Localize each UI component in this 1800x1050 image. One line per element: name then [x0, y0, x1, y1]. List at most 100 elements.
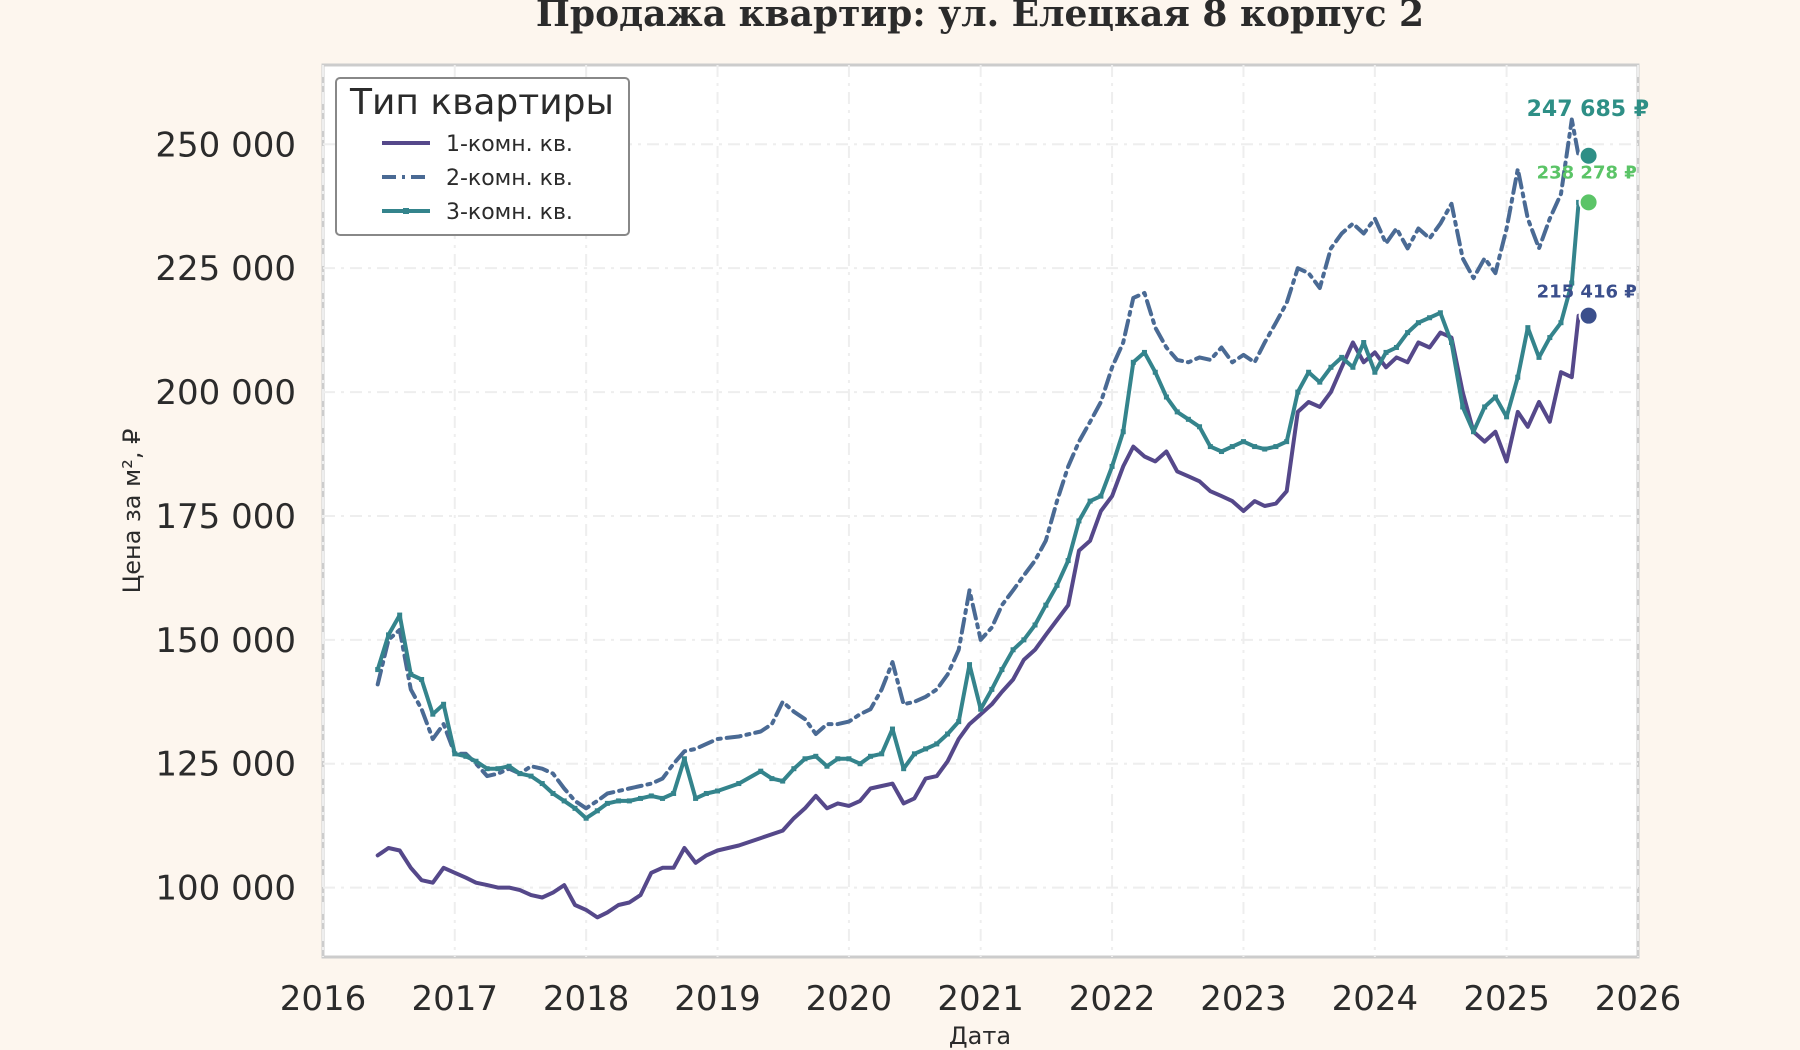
series-marker-3 — [857, 761, 863, 767]
series-marker-3 — [1219, 449, 1225, 455]
series-marker-3 — [1076, 518, 1082, 524]
series-marker-3 — [1240, 439, 1246, 445]
series-marker-3 — [879, 751, 885, 757]
endpoint-marker-3 — [1578, 192, 1599, 213]
series-marker-3 — [901, 766, 907, 772]
legend-label-3: 3-комн. кв. — [446, 200, 573, 225]
series-marker-3 — [1207, 444, 1213, 450]
series-marker-3 — [638, 795, 644, 801]
series-marker-3 — [452, 751, 458, 757]
series-marker-3 — [1043, 602, 1049, 608]
series-marker-3 — [659, 795, 665, 801]
series-marker-3 — [463, 753, 469, 759]
series-marker-3 — [1393, 344, 1399, 350]
series-marker-3 — [989, 686, 995, 692]
series-marker-3 — [583, 815, 589, 821]
series-marker-3 — [1350, 364, 1356, 370]
series-marker-3 — [648, 793, 654, 799]
series-marker-3 — [703, 790, 709, 796]
endpoint-layer: 215 416 ₽ 247 685 ₽ 238 278 ₽ — [1527, 97, 1649, 326]
series-marker-3 — [1252, 444, 1258, 450]
series-marker-3 — [1174, 409, 1180, 415]
series-marker-3 — [791, 766, 797, 772]
series-marker-3 — [911, 751, 917, 757]
series-marker-3 — [1547, 335, 1553, 341]
series-marker-3 — [572, 805, 578, 811]
series-marker-3 — [693, 795, 699, 801]
series-marker-3 — [1437, 310, 1443, 316]
series-marker-3 — [1141, 349, 1147, 355]
series-marker-3 — [889, 726, 895, 732]
series-marker-3 — [1295, 389, 1301, 395]
series-marker-3 — [1482, 404, 1488, 410]
series-marker-3 — [999, 667, 1005, 673]
x-tick-label: 2021 — [937, 979, 1024, 1019]
series-marker-3 — [1098, 493, 1104, 499]
series-marker-3 — [715, 788, 721, 794]
series-marker-3 — [1515, 374, 1521, 380]
legend-label-1: 1-комн. кв. — [446, 132, 573, 157]
series-marker-3 — [1306, 369, 1312, 375]
series-marker-3 — [539, 781, 545, 787]
series-line-1 — [375, 313, 1581, 920]
series-marker-3 — [1460, 404, 1466, 410]
series-marker-3 — [397, 612, 403, 618]
series-marker-3 — [1470, 429, 1476, 435]
y-tick-label: 150 000 — [155, 621, 296, 661]
series-marker-3 — [561, 798, 567, 804]
series-marker-3 — [681, 756, 687, 762]
x-tick-label: 2025 — [1463, 979, 1550, 1019]
series-marker-3 — [550, 790, 556, 796]
y-tick-label: 200 000 — [155, 373, 296, 413]
series-marker-3 — [1032, 622, 1038, 628]
series-line-2 — [375, 117, 1581, 811]
series-marker-3 — [1427, 315, 1433, 321]
series-marker-3 — [1492, 394, 1498, 400]
series-marker-3 — [1229, 444, 1235, 450]
series-marker-3 — [473, 758, 479, 764]
x-axis-label: Дата — [949, 1022, 1011, 1050]
series-marker-3 — [967, 662, 973, 668]
series-marker-3 — [419, 676, 425, 682]
series-marker-3 — [1525, 325, 1531, 331]
series-marker-3 — [1087, 498, 1093, 504]
x-tick-label: 2017 — [411, 979, 498, 1019]
series-marker-3 — [1569, 280, 1575, 286]
series-marker-3 — [1054, 582, 1060, 588]
series-marker-3 — [1152, 369, 1158, 375]
series-marker-3 — [1339, 354, 1345, 360]
chart-title: Продажа квартир: ул. Елецкая 8 корпус 2 — [536, 0, 1424, 35]
x-tick-label: 2018 — [543, 979, 630, 1019]
series-marker-3 — [528, 773, 534, 779]
series-marker-3 — [1504, 414, 1510, 420]
endpoint-label-2: 247 685 ₽ — [1527, 97, 1649, 122]
series-marker-3 — [626, 798, 632, 804]
series-marker-3 — [956, 719, 962, 725]
series-marker-3 — [1262, 446, 1268, 452]
series-marker-3 — [978, 706, 984, 712]
series-marker-3 — [671, 790, 677, 796]
series-marker-3 — [1361, 340, 1367, 346]
series-marker-3 — [846, 756, 852, 762]
series-marker-3 — [769, 776, 775, 782]
series-marker-3 — [824, 763, 830, 769]
series-marker-3 — [945, 731, 951, 737]
series-marker-3 — [495, 766, 501, 772]
x-tick-label: 2019 — [674, 979, 761, 1019]
series-marker-3 — [506, 763, 512, 769]
series-marker-3 — [1109, 463, 1115, 469]
legend-items: 1-комн. кв. 2-комн. кв. 3-комн. кв. — [382, 132, 573, 225]
x-tick-label: 2024 — [1332, 979, 1419, 1019]
series-marker-3 — [594, 808, 600, 814]
series-marker-3 — [736, 781, 742, 787]
y-tick-label: 250 000 — [155, 125, 296, 165]
series-marker-3 — [604, 800, 610, 806]
series-marker-3 — [430, 711, 436, 717]
legend-label-2: 2-комн. кв. — [446, 166, 573, 191]
series-marker-3 — [802, 756, 808, 762]
series-marker-3 — [813, 753, 819, 759]
series-marker-3 — [1372, 369, 1378, 375]
series-marker-3 — [1010, 647, 1016, 653]
